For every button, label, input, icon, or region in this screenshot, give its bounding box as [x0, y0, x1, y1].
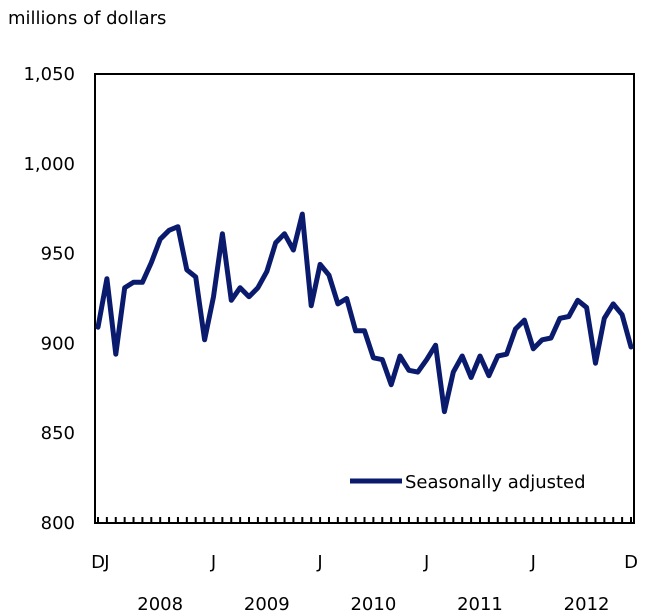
x-year-label: 2011 [457, 594, 503, 615]
x-tick-label: J [210, 552, 216, 573]
y-axis-labels: 800 850 900 950 1,000 1,050 [23, 64, 75, 534]
x-axis-year-labels: 2008 2009 2010 2011 2012 [137, 594, 609, 615]
x-tick-label: D [624, 552, 638, 573]
y-tick-label: 1,000 [23, 154, 75, 175]
y-tick-label: 950 [41, 244, 75, 265]
x-tick-label: J [530, 552, 536, 573]
legend: Seasonally adjusted [350, 472, 586, 493]
x-year-label: 2012 [564, 594, 610, 615]
legend-label: Seasonally adjusted [405, 472, 586, 493]
unit-label: millions of dollars [8, 8, 166, 29]
y-tick-label: 900 [41, 333, 75, 354]
y-tick-label: 1,050 [23, 64, 75, 85]
x-tick-label: D [91, 552, 105, 573]
x-year-label: 2008 [137, 594, 183, 615]
x-year-label: 2010 [350, 594, 396, 615]
y-tick-label: 800 [41, 513, 75, 534]
x-axis-minor-ticks [97, 517, 632, 523]
plot-frame [94, 73, 635, 524]
x-tick-label: J [103, 552, 109, 573]
x-tick-label: J [423, 552, 429, 573]
x-year-label: 2009 [244, 594, 290, 615]
series-line-seasonally-adjusted [95, 211, 634, 415]
x-tick-label: J [316, 552, 322, 573]
y-tick-label: 850 [41, 423, 75, 444]
